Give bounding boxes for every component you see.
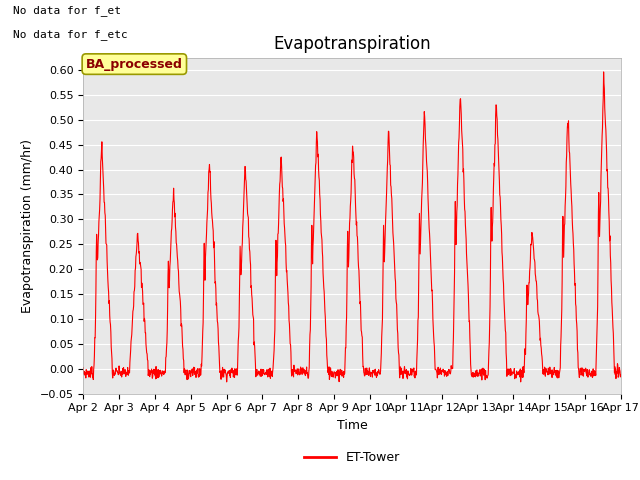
Legend: ET-Tower: ET-Tower: [300, 446, 404, 469]
X-axis label: Time: Time: [337, 419, 367, 432]
Y-axis label: Evapotranspiration (mm/hr): Evapotranspiration (mm/hr): [21, 139, 34, 312]
Title: Evapotranspiration: Evapotranspiration: [273, 35, 431, 53]
Text: No data for f_etc: No data for f_etc: [13, 29, 127, 40]
Text: BA_processed: BA_processed: [86, 58, 183, 71]
Text: No data for f_et: No data for f_et: [13, 5, 121, 16]
